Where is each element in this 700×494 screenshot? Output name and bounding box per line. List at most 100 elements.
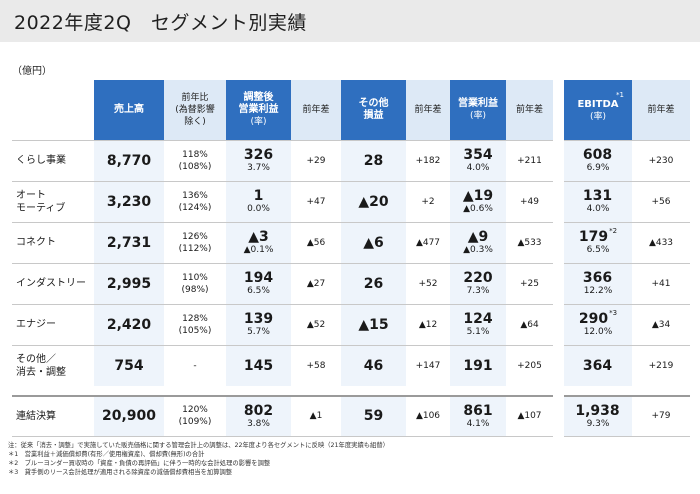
ebitda-diff: +230 [632, 139, 690, 181]
ebitda-cell: 608 6.9% [564, 139, 632, 181]
header-other: その他 損益 [341, 80, 406, 140]
other-diff: ▲106 [406, 395, 450, 437]
ebitda-cell: 179*2 6.5% [564, 221, 632, 263]
table-row: コネクト 2,731 126% (112%) ▲3 ▲0.1% ▲56 ▲6 ▲477 ▲9 ▲0.… [12, 221, 553, 263]
sales-cell: 2,995 [94, 262, 164, 304]
yoy-fx-value: (112%) [178, 243, 212, 254]
adjusted-op-diff: ▲52 [291, 303, 341, 345]
ebitda-cell: 290*3 12.0% [564, 303, 632, 345]
op-rate: 4.0% [466, 163, 490, 173]
adjusted-op-cell: 139 5.7% [226, 303, 291, 345]
other-cell: ▲20 [341, 180, 406, 222]
yoy-fx-value: (108%) [178, 161, 212, 172]
ebitda-rate: 9.3% [586, 418, 610, 429]
page-title: 2022年度2Q セグメント別実績 [14, 12, 307, 34]
header-ebitda-label: EBITDA [577, 98, 619, 110]
op-rate: ▲0.6% [463, 204, 493, 214]
yoy-cell: 128% (105%) [164, 303, 226, 345]
ebitda-note: *3 [609, 309, 618, 317]
yoy-fx-value: (109%) [178, 417, 212, 428]
adjusted-op-cell: 145 [226, 344, 291, 386]
other-diff: +52 [406, 262, 450, 304]
header-adj-op-rate: (率) [250, 116, 267, 127]
adjusted-op-rate: 0.0% [247, 204, 270, 214]
ebitda-diff: +41 [632, 262, 690, 304]
op-cell: ▲9 ▲0.3% [450, 221, 506, 263]
adjusted-op-diff: ▲1 [291, 395, 341, 437]
adjusted-op-cell: 1 0.0% [226, 180, 291, 222]
sales-cell: 8,770 [94, 139, 164, 181]
ebitda-rate: 4.0% [586, 204, 610, 214]
ebitda-table: *1 EBITDA (率) 前年差 608 6.9% +230 131 4.0% +56 1… [564, 80, 690, 437]
adjusted-op-cell: ▲3 ▲0.1% [226, 221, 291, 263]
footnote: ＊2 ブルーヨンダー買収時の「資産・負債の再評価」に伴う一時的な会計処理の影響を… [8, 460, 271, 467]
adjusted-op-value: 1 [253, 188, 264, 204]
segment-label: くらし事業 [12, 139, 94, 181]
op-cell: 861 4.1% [450, 395, 506, 437]
header-sales: 売上高 [94, 80, 164, 140]
ebitda-diff: ▲34 [632, 303, 690, 345]
segment-results-table: 売上高 前年比 (為替影響 除く) 調整後 営業利益 (率) 前年差 その他 損… [12, 80, 553, 437]
yoy-value: 118% [182, 149, 208, 160]
header-yoy-line2: (為替影響 [175, 104, 215, 115]
table-row: 131 4.0% +56 [564, 180, 690, 222]
op-diff: +205 [506, 344, 553, 386]
segment-label: コネクト [12, 221, 94, 263]
header-diff-2: 前年差 [406, 80, 450, 140]
op-value: 191 [463, 357, 493, 374]
adjusted-op-value: 139 [243, 311, 274, 327]
title-bar: 2022年度2Q セグメント別実績 [0, 0, 700, 42]
other-diff: +2 [406, 180, 450, 222]
ebitda-diff: +79 [632, 395, 690, 437]
other-diff: ▲12 [406, 303, 450, 345]
ebitda-rate: 12.0% [583, 327, 613, 337]
header-ebitda: *1 EBITDA (率) [564, 80, 632, 140]
header-adj-op-line2: 営業利益 [238, 103, 279, 115]
segment-label: オート モーティブ [12, 180, 94, 222]
yoy-value: - [193, 360, 197, 371]
op-cell: 220 7.3% [450, 262, 506, 304]
adjusted-op-value: ▲3 [248, 229, 269, 245]
header-op-label: 営業利益 [458, 97, 498, 109]
table-row: インダストリー 2,995 110% (98%) 194 6.5% ▲27 26 +52 220 7… [12, 262, 553, 304]
ebitda-value: 290 [578, 311, 609, 327]
op-value: ▲19 [462, 188, 494, 204]
op-rate: 7.3% [466, 286, 490, 296]
header-op-rate: (率) [469, 110, 487, 121]
table-row: 608 6.9% +230 [564, 139, 690, 181]
spacer-cell [12, 386, 553, 396]
segment-label: インダストリー [12, 262, 94, 304]
yoy-value: 110% [182, 272, 208, 283]
footnote: ＊1 営業利益＋減価償却費(有形／使用権資産)、償却費(無形)の合計 [8, 451, 205, 458]
adjusted-op-cell: 326 3.7% [226, 139, 291, 181]
footnotes: 注：従来「消去・調整」で実施していた販売価格に関する管理会計上の調整は、22年度… [8, 441, 698, 477]
op-value: 354 [463, 147, 493, 163]
ebitda-diff: +56 [632, 180, 690, 222]
adjusted-op-value: 802 [243, 402, 274, 419]
ebitda-rate: 12.2% [583, 286, 613, 296]
other-diff: ▲477 [406, 221, 450, 263]
adjusted-op-cell: 194 6.5% [226, 262, 291, 304]
op-value: 861 [463, 402, 493, 419]
unit-label: （億円） [12, 66, 52, 77]
op-cell: 354 4.0% [450, 139, 506, 181]
ebitda-note: *2 [609, 227, 618, 235]
ebitda-value: 608 [582, 147, 613, 163]
op-rate: 5.1% [466, 327, 490, 337]
adjusted-op-diff: +58 [291, 344, 341, 386]
ebitda-cell: 131 4.0% [564, 180, 632, 222]
op-diff: +49 [506, 180, 553, 222]
adjusted-op-cell: 802 3.8% [226, 395, 291, 437]
adjusted-op-value: 145 [243, 357, 274, 374]
table-row: 290*3 12.0% ▲34 [564, 303, 690, 345]
op-cell: 191 [450, 344, 506, 386]
adjusted-op-value: 326 [243, 147, 274, 163]
segment-label: その他／ 消去・調整 [12, 344, 94, 386]
row-spacer [564, 386, 690, 396]
op-diff: ▲64 [506, 303, 553, 345]
ebitda-cell: 1,938 9.3% [564, 395, 632, 437]
yoy-value: 136% [182, 190, 208, 201]
footnote: ＊3 貸手側のリース会計処理が適用される除資産の減価償却費相当を加算調整 [8, 469, 233, 476]
other-cell: ▲6 [341, 221, 406, 263]
ebitda-rate: 6.9% [586, 163, 610, 173]
